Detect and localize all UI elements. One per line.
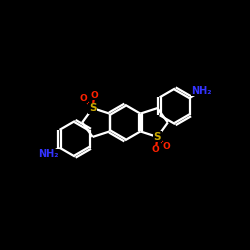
Text: S: S <box>89 103 96 113</box>
Text: S: S <box>154 132 161 142</box>
Text: O: O <box>162 142 170 151</box>
Text: NH₂: NH₂ <box>191 86 212 96</box>
Text: O: O <box>90 91 98 100</box>
Text: NH₂: NH₂ <box>38 149 59 159</box>
Text: O: O <box>152 146 160 154</box>
Text: O: O <box>80 94 88 103</box>
